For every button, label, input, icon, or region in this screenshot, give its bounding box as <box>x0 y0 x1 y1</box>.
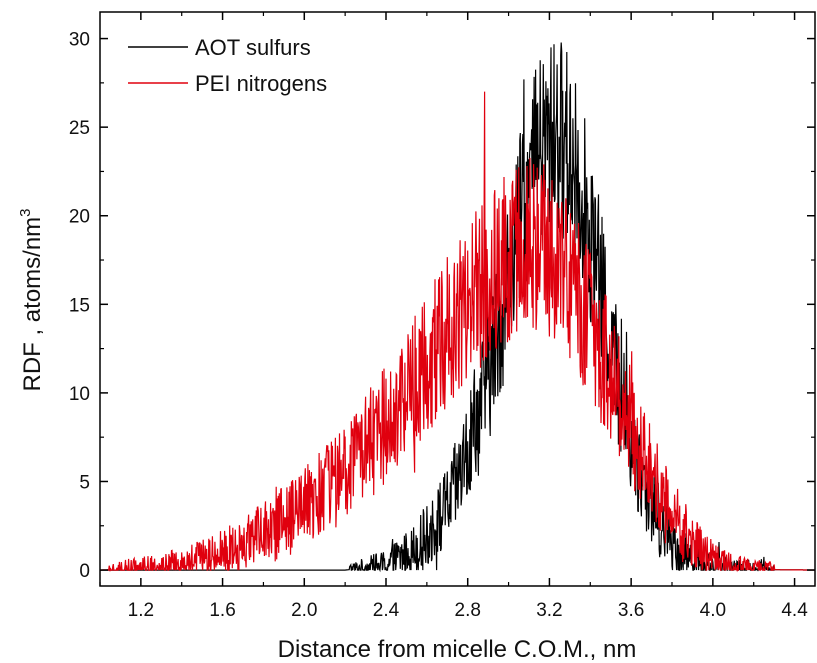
legend-label-aot-sulfurs: AOT sulfurs <box>195 35 311 60</box>
legend-label-pei-nitrogens: PEI nitrogens <box>195 71 327 96</box>
y-tick-label: 30 <box>69 30 90 51</box>
y-tick-label: 15 <box>69 295 90 316</box>
x-tick-label: 2.4 <box>373 600 400 621</box>
series-line-pei-nitrogens <box>99 91 815 573</box>
y-tick-label: 20 <box>69 207 90 228</box>
series-layer <box>99 42 815 573</box>
ticks-layer: 1.2 1.6 2.0 2.4 2.8 3.2 3.6 4.0 4.4 0 5 10 15 20 25 30 <box>69 12 815 621</box>
y-tick-label: 5 <box>79 472 90 493</box>
y-tick-label: 10 <box>69 384 90 405</box>
y-axis-label: RDF , atoms/nm <box>19 217 46 392</box>
x-tick-label: 4.0 <box>700 600 726 621</box>
x-tick-label: 4.4 <box>781 600 808 621</box>
y-tick-label: 25 <box>69 118 90 139</box>
y-axis-label-group: RDF , atoms/nm3 <box>17 208 46 391</box>
x-tick-label: 2.8 <box>455 600 481 621</box>
y-tick-label: 0 <box>79 561 90 582</box>
x-tick-label: 1.2 <box>128 600 154 621</box>
x-tick-label: 3.6 <box>618 600 644 621</box>
legend: AOT sulfurs PEI nitrogens <box>128 35 327 96</box>
x-axis-label: Distance from micelle C.O.M., nm <box>278 636 637 663</box>
plot-frame <box>99 11 816 587</box>
svg-text:RDF , atoms/nm3: RDF , atoms/nm3 <box>17 208 46 391</box>
x-tick-label: 1.6 <box>209 600 235 621</box>
y-axis-label-superscript: 3 <box>17 208 34 216</box>
x-tick-label: 2.0 <box>291 600 317 621</box>
x-tick-label: 3.2 <box>536 600 562 621</box>
